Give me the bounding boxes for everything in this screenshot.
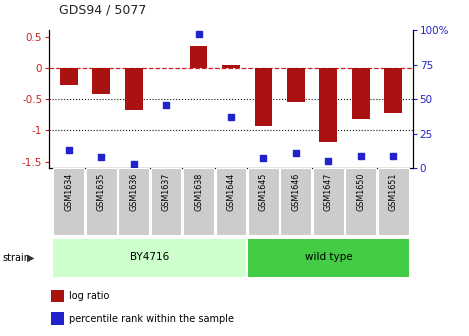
Point — [65, 148, 73, 153]
Text: log ratio: log ratio — [69, 291, 110, 301]
Text: strain: strain — [2, 253, 30, 263]
Point — [292, 150, 300, 156]
Bar — [319, 68, 337, 142]
Bar — [86, 168, 117, 235]
Bar — [189, 46, 207, 68]
Point — [195, 32, 202, 37]
Bar — [60, 68, 78, 85]
Bar — [118, 168, 149, 235]
Bar — [51, 290, 64, 302]
Text: ▶: ▶ — [27, 253, 35, 263]
Text: BY4716: BY4716 — [130, 252, 169, 262]
Text: GSM1647: GSM1647 — [324, 173, 333, 211]
Text: GSM1651: GSM1651 — [389, 173, 398, 211]
Bar — [248, 239, 408, 277]
Text: GSM1646: GSM1646 — [291, 173, 300, 211]
Bar — [157, 68, 175, 69]
Bar — [216, 168, 246, 235]
Point — [389, 153, 397, 158]
Bar — [280, 168, 311, 235]
Point — [260, 156, 267, 161]
Point — [227, 114, 234, 120]
Text: GSM1644: GSM1644 — [227, 173, 235, 211]
Text: GDS94 / 5077: GDS94 / 5077 — [59, 4, 146, 17]
Point — [325, 159, 332, 164]
Text: GSM1645: GSM1645 — [259, 173, 268, 211]
Bar — [51, 312, 64, 325]
Bar — [125, 68, 143, 111]
Bar — [255, 68, 272, 126]
Bar — [287, 68, 305, 102]
Bar — [378, 168, 408, 235]
Bar — [384, 68, 402, 113]
Bar — [151, 168, 182, 235]
Text: GSM1637: GSM1637 — [162, 173, 171, 211]
Text: GSM1638: GSM1638 — [194, 173, 203, 211]
Bar — [92, 68, 110, 94]
Bar — [53, 168, 84, 235]
Bar — [352, 68, 370, 119]
Bar — [313, 168, 344, 235]
Point — [130, 161, 137, 167]
Bar — [345, 168, 376, 235]
Bar — [53, 239, 246, 277]
Bar — [183, 168, 214, 235]
Bar — [248, 168, 279, 235]
Text: percentile rank within the sample: percentile rank within the sample — [69, 314, 234, 324]
Text: GSM1636: GSM1636 — [129, 173, 138, 211]
Point — [162, 102, 170, 107]
Text: GSM1634: GSM1634 — [64, 173, 73, 211]
Bar — [222, 65, 240, 68]
Text: wild type: wild type — [304, 252, 352, 262]
Text: GSM1650: GSM1650 — [356, 173, 365, 211]
Point — [357, 153, 364, 158]
Text: GSM1635: GSM1635 — [97, 173, 106, 211]
Point — [98, 154, 105, 160]
